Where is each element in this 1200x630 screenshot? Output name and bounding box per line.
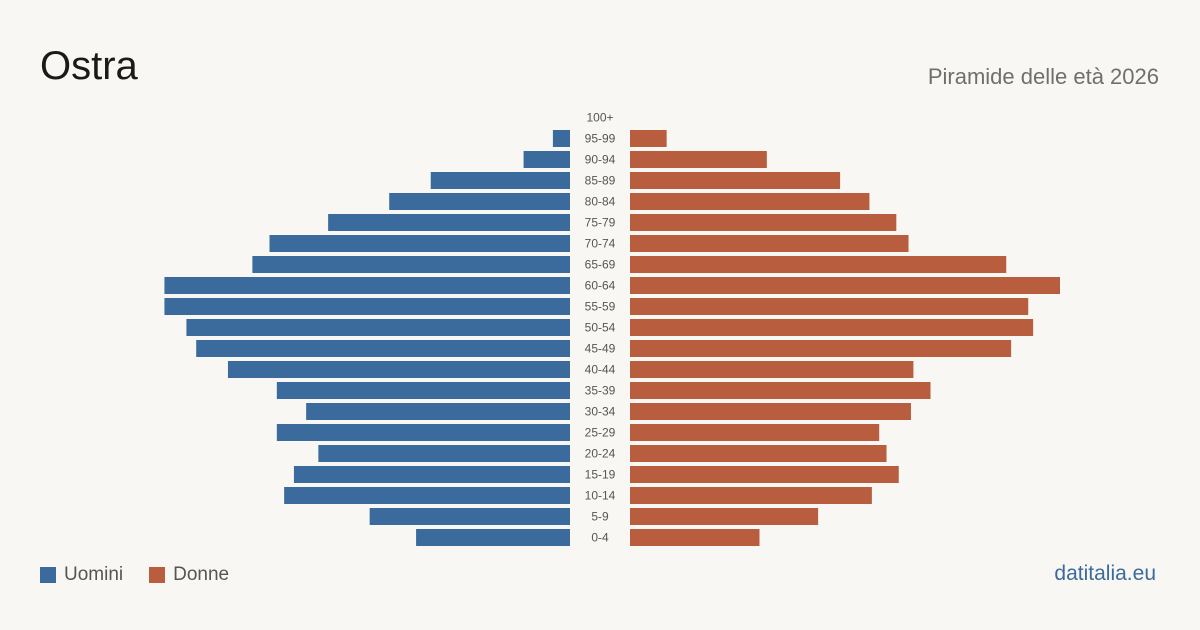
legend-item-women: Donne bbox=[149, 564, 229, 586]
age-group-label: 95-99 bbox=[585, 132, 616, 146]
bar-men bbox=[552, 130, 570, 147]
age-group-label: 20-24 bbox=[585, 447, 616, 461]
bar-women bbox=[630, 466, 899, 483]
age-group-label: 55-59 bbox=[585, 300, 616, 314]
bar-men bbox=[252, 256, 571, 273]
bar-women bbox=[630, 256, 1007, 273]
bar-women bbox=[630, 424, 880, 441]
bar-women bbox=[630, 529, 760, 546]
age-group-label: 5-9 bbox=[591, 510, 609, 524]
bar-women bbox=[630, 445, 887, 462]
bar-men bbox=[164, 277, 570, 294]
age-group-label: 75-79 bbox=[585, 216, 616, 230]
bar-women bbox=[630, 340, 1012, 357]
legend-swatch-men bbox=[40, 567, 56, 583]
age-group-label: 30-34 bbox=[585, 405, 616, 419]
bar-women bbox=[630, 172, 841, 189]
bar-women bbox=[630, 361, 914, 378]
age-group-label: 15-19 bbox=[585, 468, 616, 482]
bar-men bbox=[389, 193, 570, 210]
age-group-label: 70-74 bbox=[585, 237, 616, 251]
age-group-label: 60-64 bbox=[585, 279, 616, 293]
bar-women bbox=[630, 403, 911, 420]
bar-men bbox=[276, 382, 570, 399]
age-group-label: 25-29 bbox=[585, 426, 616, 440]
bar-women bbox=[630, 130, 667, 147]
bar-women bbox=[630, 508, 819, 525]
bar-women bbox=[630, 235, 909, 252]
bar-men bbox=[416, 529, 570, 546]
age-group-label: 100+ bbox=[586, 111, 613, 125]
bar-men bbox=[284, 487, 570, 504]
age-group-label: 35-39 bbox=[585, 384, 616, 398]
bar-women bbox=[630, 193, 870, 210]
age-group-label: 10-14 bbox=[585, 489, 616, 503]
age-group-label: 85-89 bbox=[585, 174, 616, 188]
bar-women bbox=[630, 382, 931, 399]
age-group-label: 80-84 bbox=[585, 195, 616, 209]
legend-label-women: Donne bbox=[173, 564, 230, 585]
age-group-label: 0-4 bbox=[591, 531, 609, 545]
bar-men bbox=[369, 508, 570, 525]
bar-women bbox=[630, 487, 872, 504]
age-group-label: 65-69 bbox=[585, 258, 616, 272]
legend-label-men: Uomini bbox=[64, 564, 124, 585]
bar-men bbox=[186, 319, 570, 336]
age-group-label: 90-94 bbox=[585, 153, 616, 167]
bar-men bbox=[164, 298, 570, 315]
brand-link[interactable]: datitalia.eu bbox=[1054, 562, 1156, 585]
legend-item-men: Uomini bbox=[40, 564, 123, 586]
page-title: Ostra bbox=[40, 44, 138, 88]
age-group-label: 40-44 bbox=[585, 363, 616, 377]
bar-men bbox=[328, 214, 570, 231]
bar-men bbox=[227, 361, 571, 378]
chart-subtitle: Piramide delle età 2026 bbox=[927, 64, 1159, 89]
bar-men bbox=[196, 340, 570, 357]
bar-women bbox=[630, 151, 767, 168]
bar-men bbox=[318, 445, 570, 462]
bar-women bbox=[630, 214, 897, 231]
age-group-label: 45-49 bbox=[585, 342, 616, 356]
bar-women bbox=[630, 298, 1029, 315]
bar-men bbox=[276, 424, 570, 441]
bar-men bbox=[293, 466, 570, 483]
bar-men bbox=[430, 172, 570, 189]
bar-women bbox=[630, 277, 1060, 294]
legend-swatch-women bbox=[149, 567, 166, 583]
bar-women bbox=[630, 319, 1034, 336]
age-group-label: 50-54 bbox=[585, 321, 616, 335]
bar-men bbox=[306, 403, 570, 420]
bar-men bbox=[269, 235, 570, 252]
bar-men bbox=[523, 151, 570, 168]
legend: Uomini Donne bbox=[40, 564, 255, 586]
